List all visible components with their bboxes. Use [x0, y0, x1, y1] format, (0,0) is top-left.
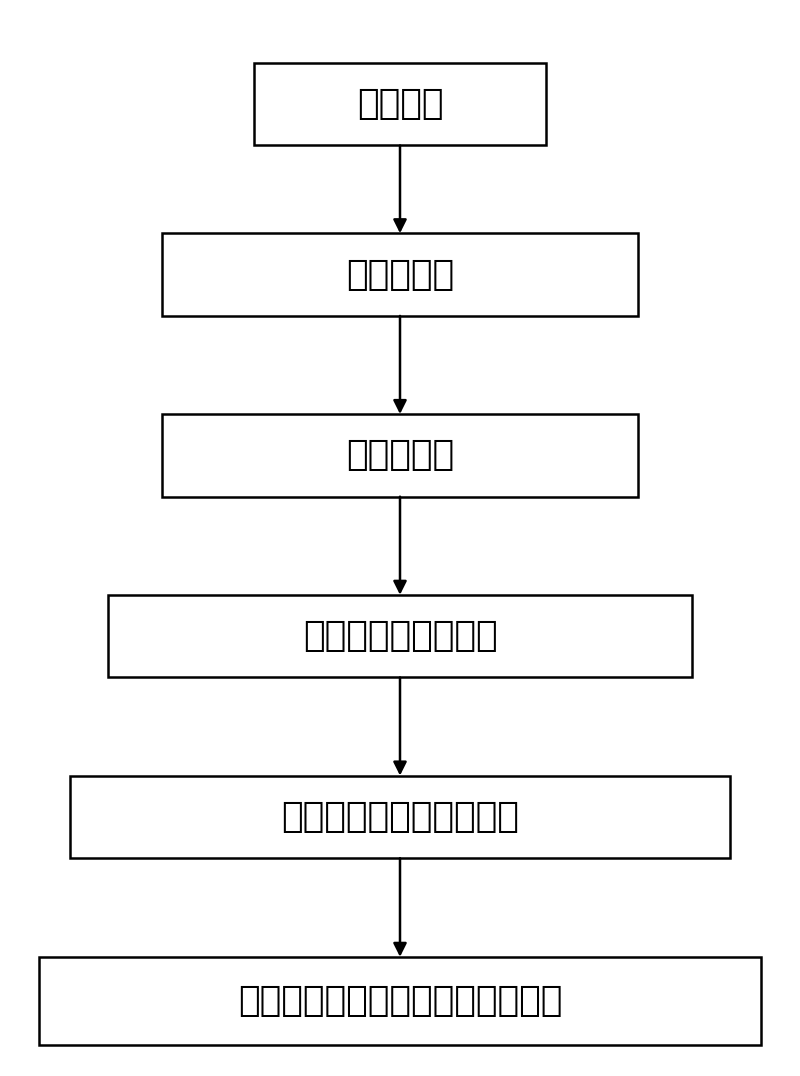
Bar: [70, 776, 730, 859]
Bar: [162, 233, 638, 316]
Bar: [108, 595, 692, 678]
Bar: [39, 957, 761, 1045]
Text: 管道段组装: 管道段组装: [346, 257, 454, 292]
Text: 工艺管道吹扫、试压及气密性测试: 工艺管道吹扫、试压及气密性测试: [238, 983, 562, 1018]
Bar: [162, 414, 638, 497]
Text: 多晶硅工艺管道现场安装: 多晶硅工艺管道现场安装: [281, 799, 519, 834]
Bar: [254, 62, 546, 145]
Text: 管道段清洗: 管道段清洗: [346, 438, 454, 472]
Text: 多晶硅工艺管道组装: 多晶硅工艺管道组装: [302, 619, 498, 653]
Text: 预制加工: 预制加工: [357, 87, 443, 122]
